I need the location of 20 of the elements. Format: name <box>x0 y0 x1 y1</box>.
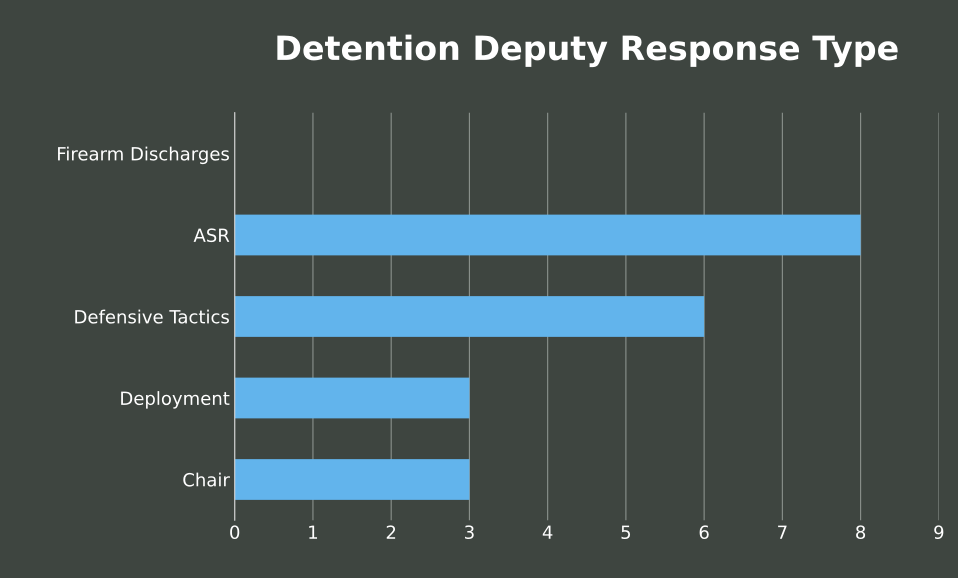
bar <box>234 296 704 337</box>
y-tick-label: Deployment <box>121 391 230 409</box>
chart-title: Detention Deputy Response Type <box>277 34 898 68</box>
x-tick-label: 8 <box>856 525 866 540</box>
x-tick-label: 4 <box>542 526 552 539</box>
x-tick-label: 2 <box>386 525 396 539</box>
x-tick-label: 0 <box>230 525 240 540</box>
bar <box>234 378 470 418</box>
x-tick-label: 3 <box>465 525 474 540</box>
x-tick-label: 1 <box>309 526 318 539</box>
bar <box>234 214 861 256</box>
x-tick-label: 6 <box>700 525 709 540</box>
x-tick-label: 5 <box>622 526 630 540</box>
bar <box>234 459 470 500</box>
y-tick-label: Chair <box>183 472 230 487</box>
y-tick-label: Firearm Discharges <box>58 146 229 164</box>
x-tick-label: 9 <box>934 525 944 540</box>
y-tick-label: ASR <box>194 228 230 242</box>
x-tick-label: 7 <box>778 526 787 539</box>
y-tick-label: Defensive Tactics <box>75 310 229 324</box>
